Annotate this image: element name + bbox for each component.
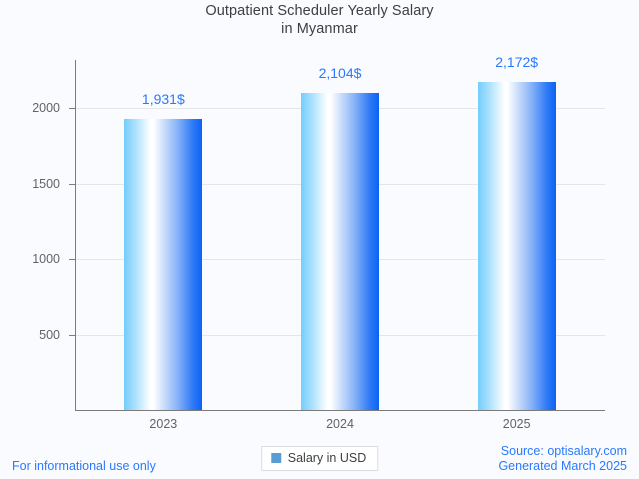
chart-legend[interactable]: Salary in USD [260, 446, 379, 471]
chart-title-line-1: Outpatient Scheduler Yearly Salary [205, 3, 434, 19]
disclaimer-text: For informational use only [12, 459, 156, 473]
bar-value-label: 2,172$ [495, 54, 539, 71]
bar-value-label: 2,104$ [318, 64, 362, 81]
y-tick-label: 1000 [32, 252, 60, 266]
legend-label-salary-in-usd: Salary in USD [287, 451, 367, 465]
y-tick-mark [69, 259, 75, 260]
bar[interactable] [301, 92, 379, 410]
plot-area [75, 60, 605, 410]
y-tick-label: 1500 [32, 177, 60, 191]
source-text: Source: optisalary.com [500, 444, 627, 458]
x-tick-label: 2023 [149, 417, 178, 431]
x-tick-label: 2024 [326, 417, 354, 431]
bar[interactable] [477, 82, 556, 410]
chart-title: Outpatient Scheduler Yearly Salary in My… [0, 2, 639, 38]
y-tick-mark [69, 108, 75, 109]
source-block: Source: optisalary.com Generated March 2… [498, 444, 627, 474]
legend-swatch-salary-in-usd [270, 453, 281, 463]
y-tick-label: 500 [39, 328, 60, 342]
y-tick-label: 2000 [32, 101, 60, 115]
chart-title-line-2: in Myanmar [281, 21, 358, 37]
y-tick-mark [69, 335, 75, 336]
bar-value-label: 1,931$ [141, 90, 185, 107]
x-axis-line [75, 410, 605, 411]
y-axis-line [75, 60, 76, 411]
generated-date-text: Generated March 2025 [498, 459, 627, 473]
bar[interactable] [124, 118, 203, 410]
x-tick-label: 2025 [502, 417, 531, 431]
y-tick-mark [69, 184, 75, 185]
